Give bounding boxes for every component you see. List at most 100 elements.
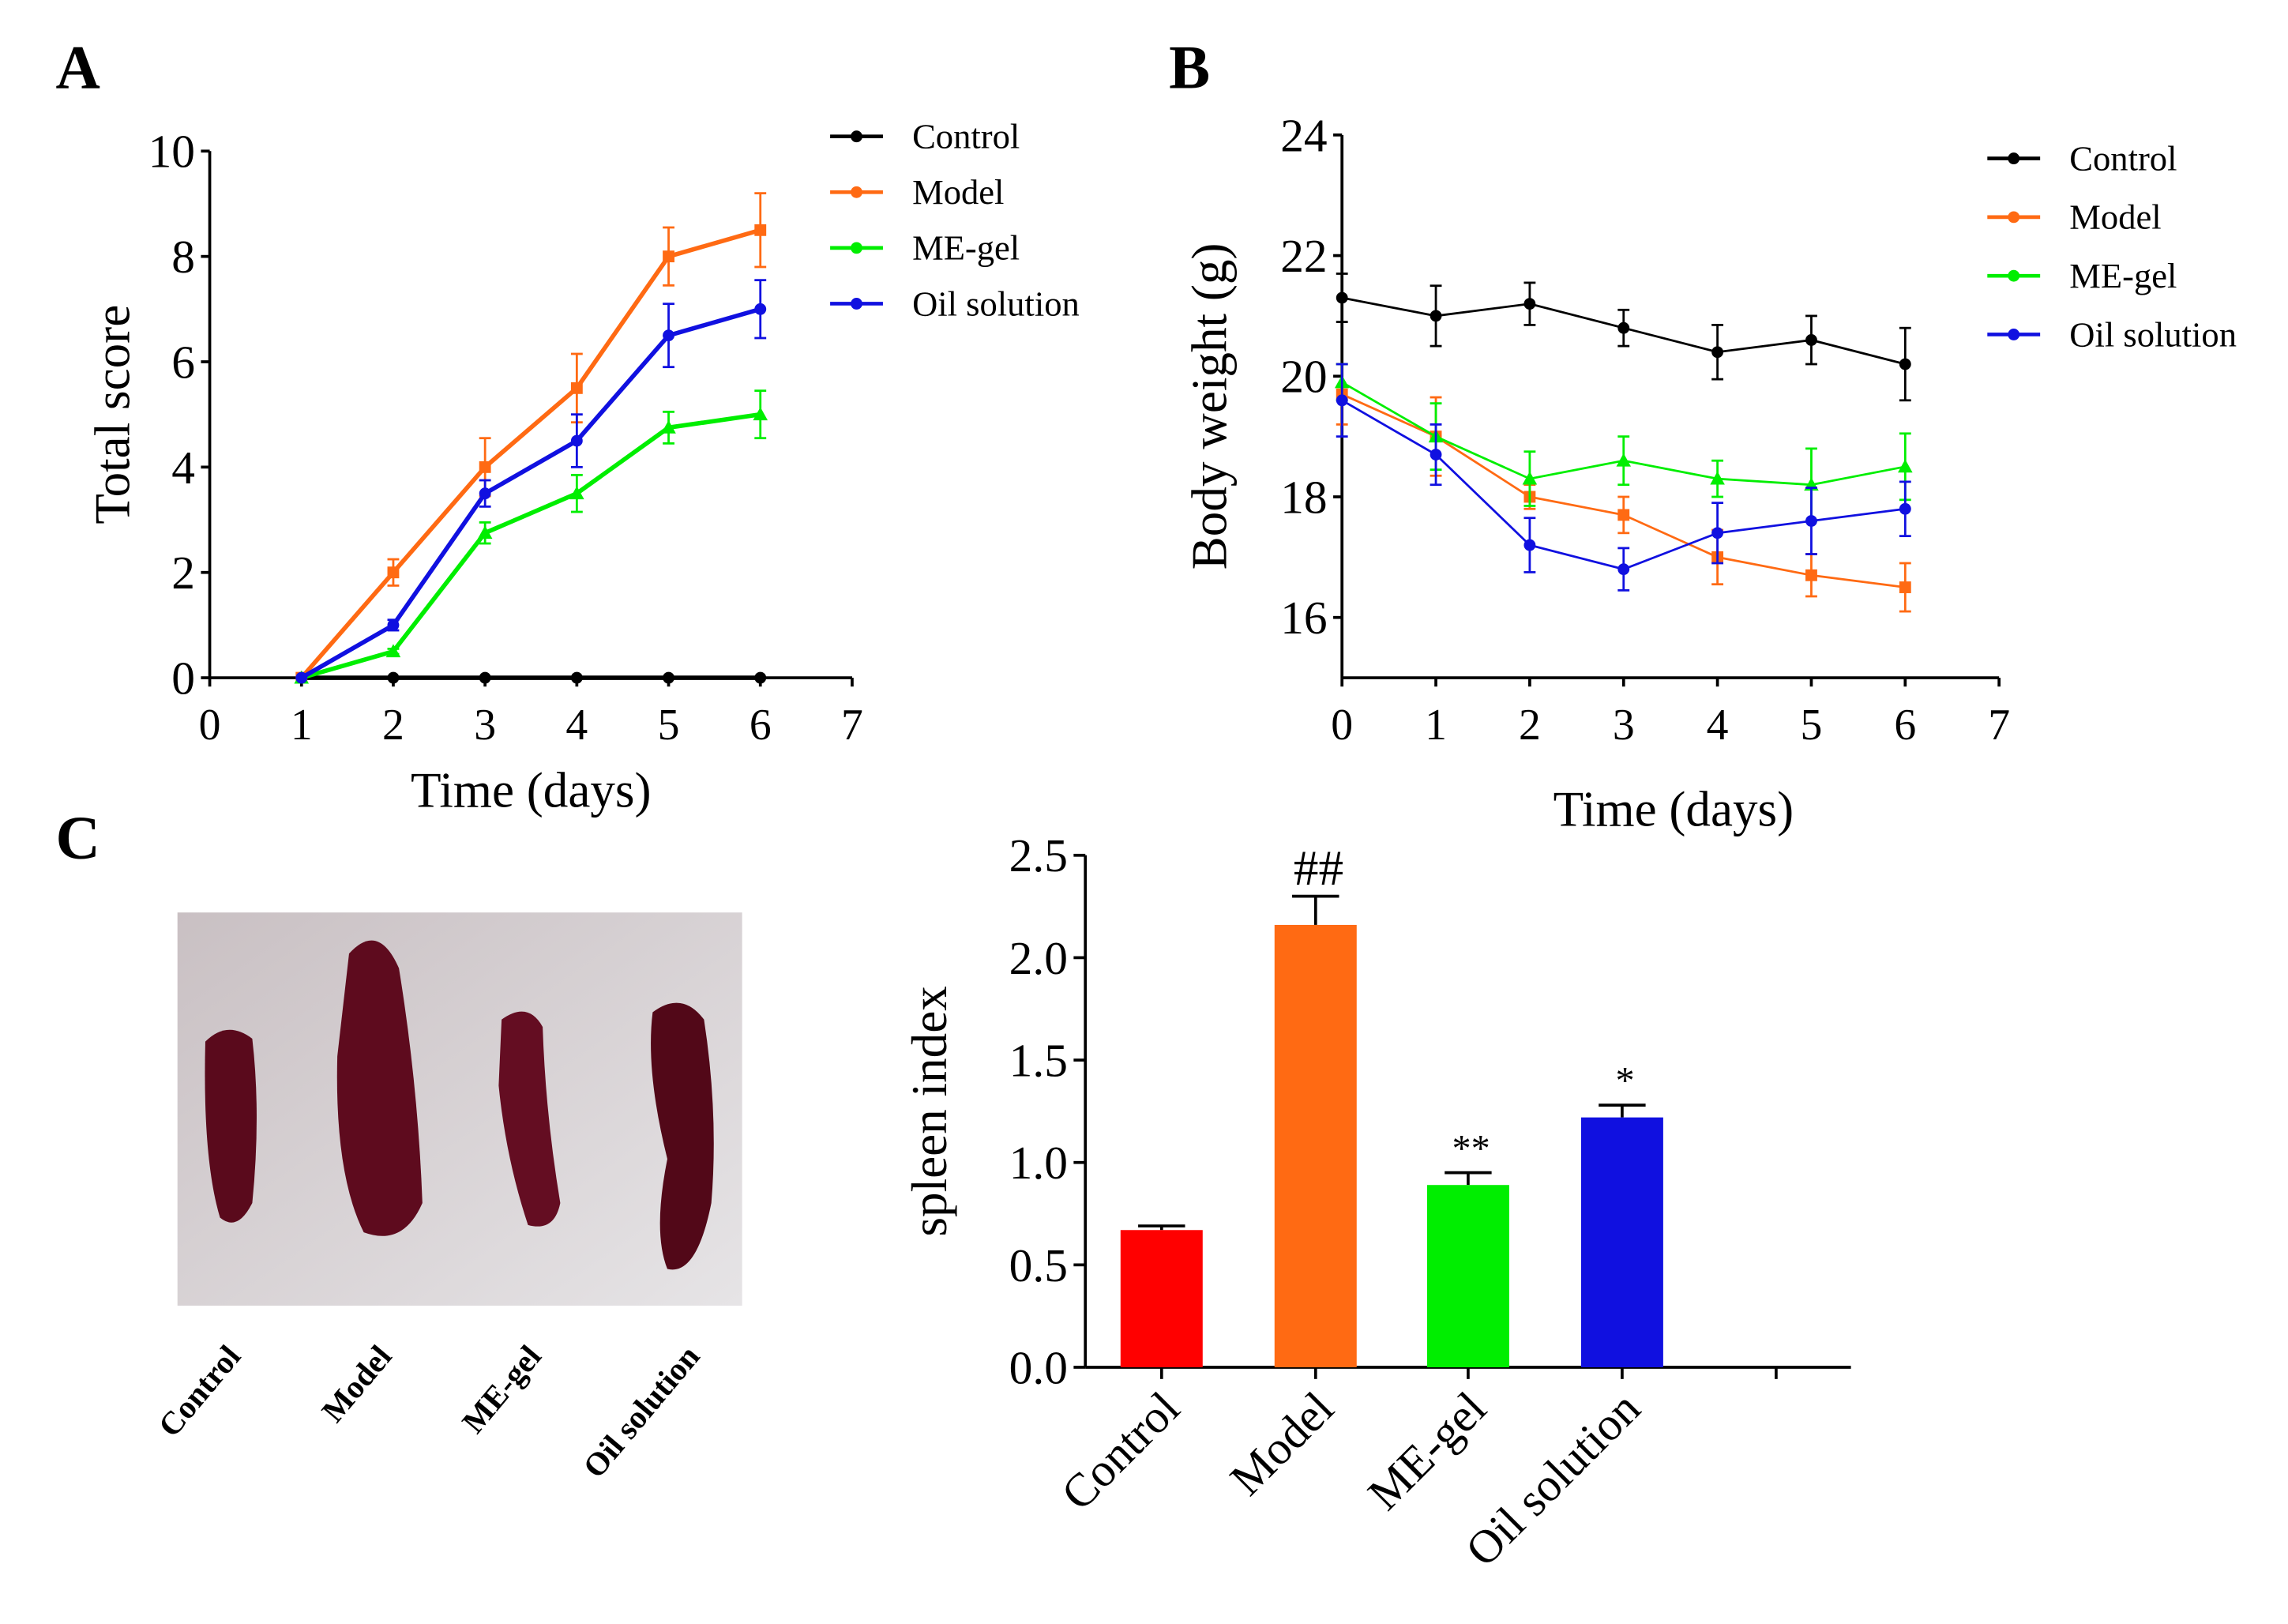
data-point [663, 329, 674, 342]
y-tick-label: 6 [171, 336, 195, 388]
photo-label: Model [315, 1339, 399, 1429]
spleen-oil-solution [651, 1002, 714, 1270]
y-axis-label: Total score [85, 305, 140, 524]
data-point [1336, 291, 1348, 304]
data-point [1711, 346, 1724, 359]
x-tick-label: 4 [565, 701, 588, 750]
x-tick-label: Model [1220, 1382, 1343, 1505]
bar-control [1120, 1230, 1203, 1367]
x-tick-label: ME-gel [1358, 1382, 1496, 1520]
legend-label: ME-gel [2069, 256, 2177, 295]
legend-label: Control [2069, 138, 2177, 178]
y-tick-label: 4 [171, 442, 195, 494]
significance-annotation: ## [1294, 840, 1343, 896]
y-tick-label: 24 [1280, 109, 1327, 161]
y-tick-label: 0.0 [1009, 1341, 1068, 1393]
legend-marker [851, 130, 862, 143]
data-point [663, 671, 674, 684]
data-point [1430, 310, 1442, 322]
data-point [754, 224, 767, 236]
data-point [1805, 569, 1817, 581]
data-point [754, 303, 767, 315]
y-tick-label: 22 [1280, 230, 1327, 282]
chart-a: 0 1 2 3 4 5 6 7 0 2 4 6 8 10 Time (days) Total score Con… [85, 117, 1079, 818]
y-tick-label: 2 [171, 547, 195, 599]
data-point [1711, 527, 1724, 539]
legend-label: Model [912, 172, 1004, 212]
legend-marker [2008, 152, 2020, 165]
series-line-me-gel [300, 412, 761, 680]
data-point [754, 671, 767, 684]
spleen-control [205, 1029, 257, 1223]
photo-label: ME-gel [455, 1339, 548, 1440]
data-point [1899, 358, 1911, 370]
data-point [479, 671, 491, 684]
data-point [479, 487, 491, 500]
data-point [385, 644, 401, 658]
data-point [1430, 449, 1442, 461]
bar-oil-solution [1580, 1117, 1663, 1367]
data-point [477, 525, 493, 539]
data-point [570, 434, 583, 447]
photo-label: Oil solution [577, 1339, 707, 1485]
data-point [387, 618, 400, 631]
x-tick-label: 6 [1894, 701, 1916, 750]
significance-annotation: ** [1452, 1128, 1490, 1170]
x-tick-label: 1 [1425, 701, 1447, 750]
x-tick-label: 2 [1519, 701, 1541, 750]
y-tick-label: 0 [171, 652, 195, 704]
panel-label-a: A [56, 32, 100, 101]
x-tick-label: Control [1051, 1382, 1189, 1520]
data-point [570, 382, 583, 394]
y-axis-label: spleen index [902, 986, 957, 1236]
legend-label: Oil solution [2069, 314, 2237, 354]
significance-annotation: * [1616, 1060, 1635, 1102]
legend-marker [2008, 211, 2020, 224]
x-tick-label: 7 [1988, 701, 2010, 750]
data-point [1617, 321, 1630, 334]
x-tick-label: 0 [1331, 701, 1353, 750]
y-tick-label: 18 [1280, 471, 1327, 523]
x-tick-label: 3 [1613, 701, 1635, 750]
x-axis-label: Time (days) [411, 762, 652, 818]
x-tick-label: 5 [1801, 701, 1823, 750]
data-point [569, 486, 584, 500]
bar-me-gel [1426, 1185, 1509, 1367]
legend-label: ME-gel [912, 228, 1020, 268]
data-point [1899, 581, 1911, 593]
series-line-oil-solution [300, 306, 761, 680]
data-point [570, 671, 583, 684]
y-tick-label: 10 [148, 126, 195, 178]
data-point [1805, 334, 1817, 346]
data-point [1523, 298, 1536, 310]
data-point [387, 671, 400, 684]
panel-label-b: B [1169, 32, 1210, 101]
data-point [1616, 453, 1632, 467]
chart-c: 0.0 0.5 1.0 1.5 2.0 2.5 spleen index Control ## M… [902, 829, 1851, 1576]
legend-marker [2008, 329, 2020, 340]
data-point [1805, 515, 1817, 527]
data-point [387, 566, 400, 579]
y-tick-label: 0.5 [1009, 1239, 1068, 1291]
x-tick-label: 1 [291, 701, 313, 750]
series-line-model [299, 227, 761, 679]
data-point [1898, 459, 1913, 473]
legend-label: Control [912, 117, 1020, 156]
legend-marker [851, 242, 862, 254]
x-axis-label: Time (days) [1554, 782, 1794, 837]
data-point [1522, 471, 1538, 485]
x-tick-label: 4 [1707, 701, 1729, 750]
y-tick-label: 2.0 [1009, 932, 1068, 984]
y-tick-label: 16 [1280, 592, 1327, 644]
legend-marker [851, 298, 862, 310]
y-tick-label: 1.5 [1009, 1034, 1068, 1086]
data-point [1617, 509, 1630, 521]
data-point [661, 420, 676, 434]
photo-label: Control [152, 1339, 248, 1444]
x-tick-label: 7 [841, 701, 863, 750]
data-point [1523, 539, 1536, 551]
legend-marker [2008, 269, 2020, 282]
data-point [1617, 563, 1630, 576]
data-point [663, 250, 674, 263]
